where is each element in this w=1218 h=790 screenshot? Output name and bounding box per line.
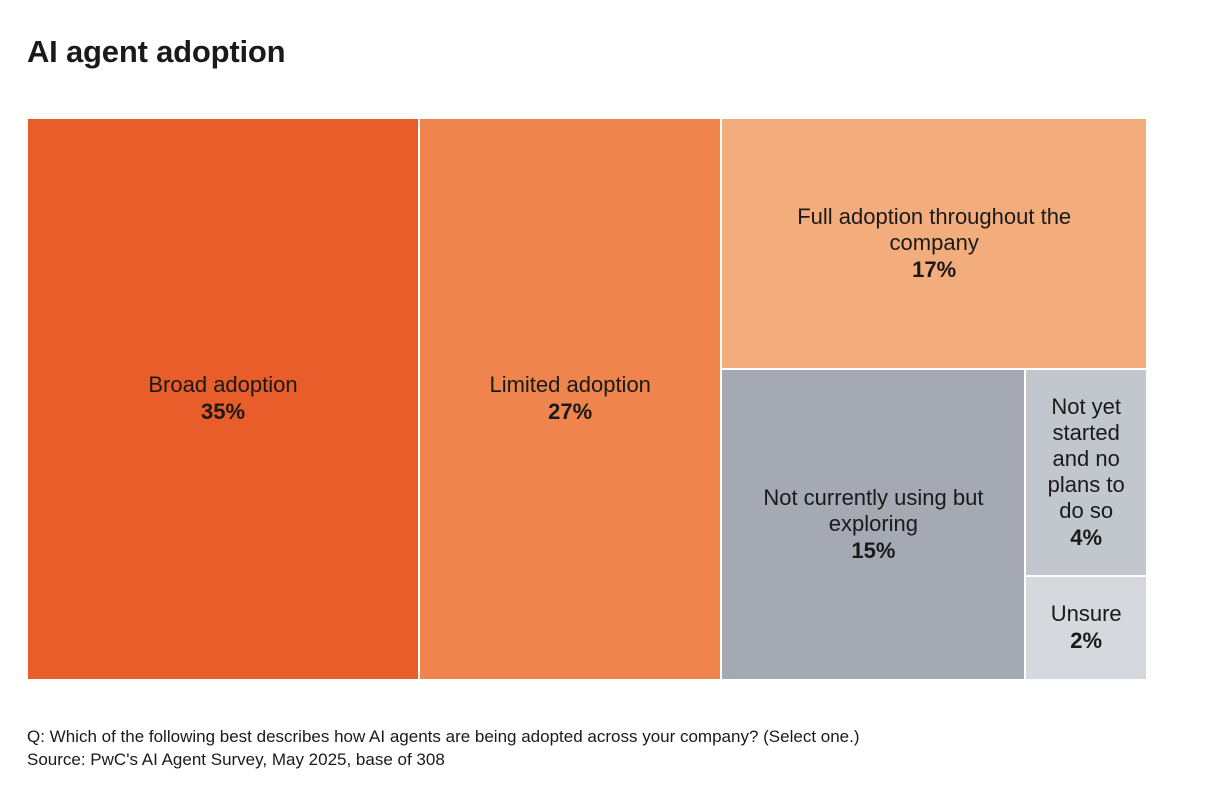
- tile-value: 2%: [1070, 628, 1103, 654]
- tile-label: Broad adoption: [148, 372, 298, 397]
- tile-value: 27%: [548, 399, 593, 424]
- tile-value: 17%: [912, 256, 957, 282]
- chart-footnote: Q: Which of the following best describes…: [27, 725, 860, 771]
- tile-limited-adoption: Limited adoption 27%: [419, 118, 722, 680]
- survey-question: Q: Which of the following best describes…: [27, 727, 860, 746]
- treemap-chart: Broad adoption 35% Limited adoption 27% Full…: [27, 118, 1147, 680]
- tile-value: 15%: [851, 537, 896, 563]
- tile-label: Full adoption throughout the company: [797, 203, 1072, 255]
- tile-label: Limited adoption: [489, 372, 651, 397]
- survey-source: Source: PwC's AI Agent Survey, May 2025,…: [27, 750, 445, 769]
- tile-not-yet-started: Not yet started and no plans to do so 4%: [1025, 369, 1147, 577]
- tile-label: Not currently using but exploring: [763, 484, 984, 536]
- tile-broad-adoption: Broad adoption 35%: [27, 118, 419, 680]
- tile-label: Unsure: [1050, 601, 1122, 627]
- tile-value: 4%: [1070, 524, 1103, 550]
- tile-label: Not yet started and no plans to do so: [1047, 393, 1125, 523]
- tile-value: 35%: [200, 399, 246, 424]
- chart-title: AI agent adoption: [27, 34, 286, 69]
- tile-full-adoption: Full adoption throughout the company 17%: [721, 118, 1147, 370]
- tile-exploring: Not currently using but exploring 15%: [721, 369, 1026, 680]
- tile-unsure: Unsure 2%: [1025, 576, 1147, 680]
